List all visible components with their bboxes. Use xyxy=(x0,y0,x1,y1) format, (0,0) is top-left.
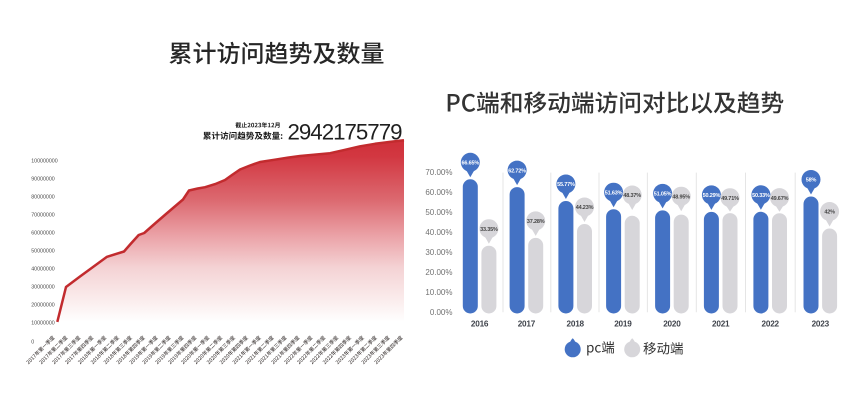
svg-text:20000000: 20000000 xyxy=(31,303,55,309)
svg-text:2016: 2016 xyxy=(471,320,489,329)
svg-text:50.33%: 50.33% xyxy=(752,193,770,199)
svg-text:80000000: 80000000 xyxy=(31,195,55,201)
svg-text:2021: 2021 xyxy=(712,320,730,329)
svg-text:48.95%: 48.95% xyxy=(672,194,690,200)
svg-text:40.00%: 40.00% xyxy=(425,228,452,237)
svg-text:44.23%: 44.23% xyxy=(576,205,594,211)
svg-text:49.67%: 49.67% xyxy=(771,196,789,202)
svg-text:10000000: 10000000 xyxy=(31,321,55,327)
svg-text:30000000: 30000000 xyxy=(31,285,55,291)
svg-text:60.00%: 60.00% xyxy=(425,188,452,197)
svg-text:50.29%: 50.29% xyxy=(703,193,721,199)
svg-text:33.35%: 33.35% xyxy=(480,227,498,233)
svg-text:50.00%: 50.00% xyxy=(425,208,452,217)
svg-text:30.00%: 30.00% xyxy=(425,248,452,257)
svg-text:2017: 2017 xyxy=(518,320,536,329)
svg-text:48.37%: 48.37% xyxy=(623,193,641,199)
svg-text:50000000: 50000000 xyxy=(31,249,55,255)
svg-text:70000000: 70000000 xyxy=(31,213,55,219)
svg-text:40000000: 40000000 xyxy=(31,267,55,273)
svg-text:42%: 42% xyxy=(824,210,835,216)
svg-text:0: 0 xyxy=(31,340,34,346)
svg-text:2018: 2018 xyxy=(566,320,584,329)
svg-text:90000000: 90000000 xyxy=(31,177,55,183)
svg-text:51.63%: 51.63% xyxy=(605,190,623,196)
svg-text:2023: 2023 xyxy=(812,320,830,329)
svg-text:10.00%: 10.00% xyxy=(425,288,452,297)
svg-text:20.00%: 20.00% xyxy=(425,268,452,277)
svg-text:49.71%: 49.71% xyxy=(721,196,739,202)
svg-text:37.28%: 37.28% xyxy=(527,219,545,225)
svg-text:0.00%: 0.00% xyxy=(430,308,453,317)
svg-text:51.05%: 51.05% xyxy=(654,192,672,198)
svg-text:2020: 2020 xyxy=(663,320,681,329)
svg-text:100000000: 100000000 xyxy=(31,159,58,165)
svg-text:58%: 58% xyxy=(806,178,817,184)
svg-text:66.65%: 66.65% xyxy=(462,161,480,167)
svg-text:60000000: 60000000 xyxy=(31,231,55,237)
svg-text:62.72%: 62.72% xyxy=(508,168,526,174)
svg-text:70.00%: 70.00% xyxy=(425,168,452,177)
svg-text:2942175779: 2942175779 xyxy=(288,119,403,144)
svg-text:2022: 2022 xyxy=(761,320,779,329)
svg-text:2019: 2019 xyxy=(614,320,632,329)
svg-text:55.77%: 55.77% xyxy=(557,182,575,188)
